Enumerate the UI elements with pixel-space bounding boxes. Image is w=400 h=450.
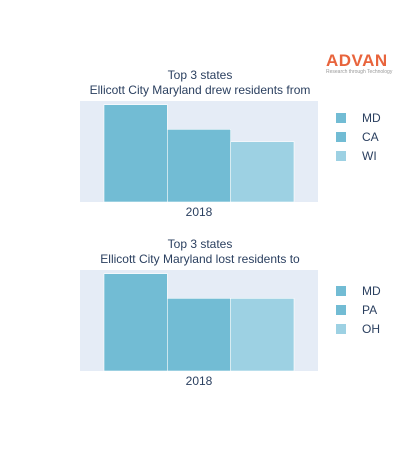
legend: MD PA OH	[336, 281, 381, 338]
legend-item-wi[interactable]: WI	[336, 146, 381, 165]
legend-label: MD	[362, 110, 381, 125]
legend-item-ca[interactable]: CA	[336, 127, 381, 146]
legend-label: CA	[362, 129, 379, 144]
legend: MD CA WI	[336, 108, 381, 165]
x-tick-label: 2018	[186, 374, 213, 388]
chart-subtitle: Ellicott City Maryland drew residents fr…	[89, 83, 311, 97]
legend-swatch	[336, 304, 346, 315]
bar-md	[103, 104, 168, 203]
bar-pa	[167, 298, 231, 372]
advan-logo: ADVAN Research through Technology	[326, 52, 396, 75]
legend-swatch	[336, 150, 346, 161]
legend-swatch	[336, 285, 346, 296]
bar-plot: 2018	[80, 101, 318, 219]
bar-plot: 2018	[80, 270, 318, 388]
legend-swatch	[336, 323, 346, 334]
bar-md	[103, 273, 168, 372]
chart-subtitle: Ellicott City Maryland lost residents to	[100, 252, 300, 266]
legend-label: MD	[362, 283, 381, 298]
chart-drew-residents: Top 3 states Ellicott City Maryland drew…	[0, 66, 400, 236]
bar-wi	[230, 141, 295, 203]
legend-label: WI	[362, 148, 377, 163]
chart-title: Top 3 states	[167, 68, 233, 82]
x-tick-label: 2018	[186, 205, 213, 219]
logo-tagline: Research through Technology	[326, 69, 393, 75]
legend-label: PA	[362, 302, 378, 317]
legend-swatch	[336, 131, 346, 142]
legend-swatch	[336, 112, 346, 123]
chart-title-block: Top 3 states Ellicott City Maryland lost…	[0, 237, 400, 267]
legend-item-pa[interactable]: PA	[336, 300, 381, 319]
legend-item-oh[interactable]: OH	[336, 319, 381, 338]
bar-oh	[230, 298, 295, 372]
chart-title: Top 3 states	[167, 237, 233, 251]
legend-item-md[interactable]: MD	[336, 281, 381, 300]
chart-title-block: Top 3 states Ellicott City Maryland drew…	[0, 68, 400, 98]
legend-item-md[interactable]: MD	[336, 108, 381, 127]
bar-ca	[167, 129, 231, 203]
logo-wordmark: ADVAN	[326, 51, 388, 70]
legend-label: OH	[362, 321, 380, 336]
chart-lost-residents: Top 3 states Ellicott City Maryland lost…	[0, 235, 400, 405]
